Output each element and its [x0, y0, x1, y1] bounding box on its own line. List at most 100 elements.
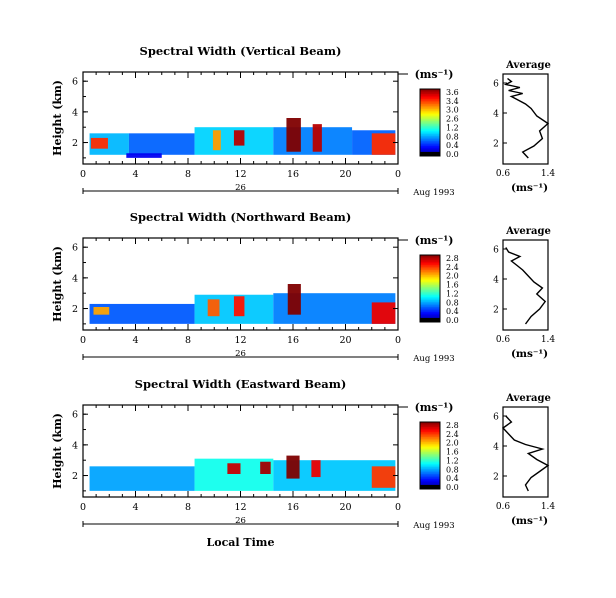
colorbar-band [420, 453, 440, 456]
profile-y-tick-label: 6 [493, 246, 499, 256]
colorbar-band [420, 270, 440, 273]
colorbar-band [420, 482, 440, 485]
colorbar-tick-label: 3.0 [446, 106, 459, 115]
profile-y-tick-label: 4 [493, 276, 499, 286]
colorbar-band [420, 298, 440, 301]
profile-x-tick-label: 1.4 [541, 502, 556, 512]
colorbar-band [420, 448, 440, 451]
colorbar-tick-label: 2.4 [446, 263, 459, 272]
colorbar-tick-label: 0.8 [446, 298, 459, 307]
heatmap-cell [212, 130, 221, 151]
colorbar-band [420, 432, 440, 435]
y-tick-label: 6 [72, 410, 78, 421]
x-tick-label: 20 [339, 169, 351, 180]
profile-y-tick-label: 4 [493, 110, 499, 120]
colorbar-band [420, 477, 440, 480]
colorbar-band [420, 97, 440, 100]
y-axis-label: Height (km) [51, 413, 64, 489]
colorbar-unit: (ms⁻¹) [415, 68, 454, 81]
colorbar-band [420, 425, 440, 428]
colorbar-band [420, 301, 440, 305]
x-tick-label: 12 [234, 169, 246, 180]
profile-x-label: (ms⁻¹) [511, 348, 548, 360]
colorbar-band [420, 465, 440, 468]
colorbar-band [420, 134, 440, 137]
colorbar-band [420, 107, 440, 110]
colorbar-band [420, 468, 440, 472]
x-tick-label: 0 [395, 335, 401, 346]
date-label: Aug 1993 [412, 354, 454, 364]
colorbar-band [420, 435, 440, 438]
colorbar-band [420, 256, 440, 259]
colorbar-band [420, 445, 440, 448]
colorbar-band [420, 125, 440, 129]
date-label: Aug 1993 [412, 521, 454, 531]
y-axis-label: Height (km) [51, 80, 64, 156]
heatmap-cell [286, 455, 300, 479]
colorbar-tick-label: 3.4 [446, 97, 459, 106]
colorbar-tick-label: 0.0 [446, 483, 459, 492]
y-tick-label: 4 [72, 273, 78, 284]
colorbar-band [420, 263, 440, 266]
colorbar-band [420, 258, 440, 261]
panel-title: Spectral Width (Eastward Beam) [135, 377, 347, 391]
x-tick-label: 0 [80, 169, 86, 180]
colorbar-band [420, 288, 440, 291]
colorbar-tick-label: 1.2 [446, 123, 459, 132]
colorbar-band [420, 92, 440, 95]
heatmap-cells [89, 118, 396, 158]
colorbar-band [420, 437, 440, 440]
colorbar-band [420, 430, 440, 433]
colorbar-band [420, 295, 440, 298]
profile-title: Average [505, 226, 551, 237]
colorbar-band [420, 423, 440, 426]
colorbar-tick-label: 0.8 [446, 465, 459, 474]
y-axis-label: Height (km) [51, 246, 64, 322]
colorbar-band [420, 305, 440, 308]
colorbar-band [420, 100, 440, 103]
colorbar-band [420, 140, 440, 144]
x-tick-label: 20 [339, 502, 351, 513]
colorbar-band [420, 265, 440, 268]
colorbar-tick-label: 0.4 [446, 141, 459, 150]
x-tick-label: 20 [339, 335, 351, 346]
colorbar-band [420, 455, 440, 458]
profile-frame [502, 239, 549, 331]
profile-x-tick-label: 0.6 [496, 169, 511, 179]
colorbar-band [420, 281, 440, 284]
heatmap-cell [287, 284, 301, 315]
heatmap-cell [312, 124, 322, 152]
x-tick-label: 4 [132, 502, 138, 513]
panel-title: Spectral Width (Northward Beam) [130, 210, 352, 224]
x-axis-label: Local Time [207, 536, 275, 549]
panel-3: Spectral Width (Eastward Beam)0 4 8 12 16 20 0… [51, 377, 555, 549]
colorbar-band [420, 129, 440, 132]
colorbar-band [420, 296, 440, 300]
colorbar-band [420, 308, 440, 311]
heatmap-cell [227, 463, 241, 474]
x-tick-label: 8 [185, 335, 191, 346]
colorbar-tick-label: 2.4 [446, 430, 459, 439]
colorbar-zero-band [420, 318, 440, 322]
y-tick-label: 2 [72, 304, 78, 315]
colorbar-band [420, 268, 440, 271]
profile-y-tick-label: 2 [493, 140, 499, 150]
colorbar-band [420, 447, 440, 450]
colorbar-band [420, 104, 440, 107]
colorbar-band [420, 442, 440, 445]
colorbar-band [420, 135, 440, 139]
colorbar-tick-label: 1.6 [446, 281, 459, 290]
colorbar-band [420, 467, 440, 470]
colorbar-band [420, 427, 440, 430]
colorbar-tick-label: 0.4 [446, 307, 459, 316]
colorbar-band [420, 124, 440, 127]
colorbar-band [420, 480, 440, 483]
colorbar-band [420, 422, 440, 425]
heatmap-cell [311, 460, 321, 478]
colorbar-band [420, 278, 440, 281]
colorbar-band [420, 311, 440, 315]
colorbar-band [420, 115, 440, 118]
heatmap-cell [371, 466, 396, 488]
colorbar-tick-label: 0.0 [446, 150, 459, 159]
